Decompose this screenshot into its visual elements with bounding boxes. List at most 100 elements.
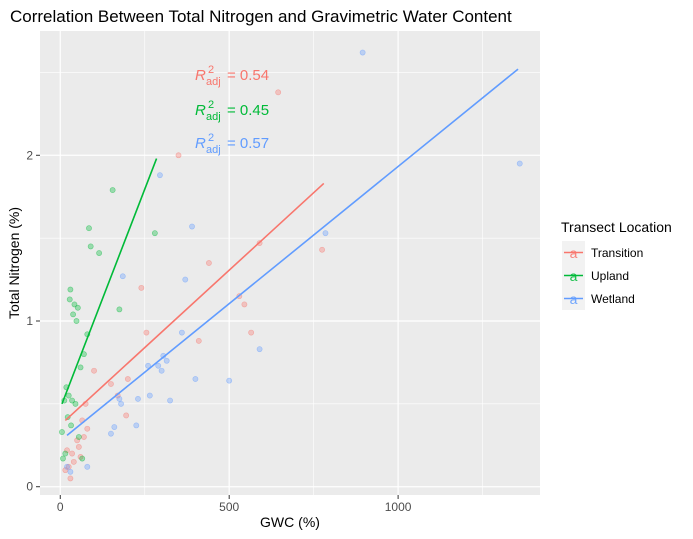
- data-point-transition: [248, 329, 255, 336]
- data-point-transition: [84, 425, 91, 432]
- chart-title: Correlation Between Total Nitrogen and G…: [10, 7, 512, 26]
- data-point-upland: [151, 230, 158, 237]
- data-point-upland: [60, 455, 66, 462]
- data-point-wetland: [133, 422, 140, 429]
- r2-superscript: 2: [208, 99, 214, 111]
- x-tick-label: 0: [57, 500, 64, 514]
- data-point-wetland: [158, 367, 165, 374]
- data-point-wetland: [516, 160, 523, 167]
- data-point-wetland: [145, 362, 152, 369]
- y-tick-label: 0: [26, 480, 33, 494]
- legend-item-wetland: a Wetland: [562, 287, 635, 310]
- data-point-transition: [91, 367, 97, 374]
- y-axis: 0 1 2: [26, 148, 40, 494]
- x-tick-label: 1000: [385, 500, 412, 514]
- legend-key-glyph: a: [570, 245, 578, 261]
- data-point-transition: [77, 453, 84, 460]
- data-point-wetland: [111, 424, 118, 430]
- x-axis: 0 500 1000: [57, 495, 412, 514]
- data-point-wetland: [84, 463, 91, 470]
- data-point-wetland: [178, 329, 185, 336]
- fit-line-wetland: [66, 68, 519, 436]
- data-point-upland: [67, 286, 74, 293]
- data-point-upland: [96, 250, 103, 256]
- data-point-wetland: [192, 376, 199, 382]
- data-point-upland: [68, 422, 74, 429]
- r2-superscript: 2: [208, 64, 214, 76]
- data-point-wetland: [135, 395, 141, 402]
- data-point-transition: [64, 447, 70, 454]
- legend-key-glyph: a: [570, 291, 578, 307]
- r2-symbol: R: [195, 135, 206, 152]
- x-axis-title: GWC (%): [260, 514, 320, 530]
- data-point-wetland: [226, 377, 233, 384]
- data-point-wetland: [64, 463, 70, 470]
- data-point-wetland: [167, 397, 173, 404]
- legend-item-transition: a Transition: [562, 241, 643, 264]
- r2-subscript: adj: [206, 144, 221, 156]
- data-point-wetland: [155, 362, 162, 369]
- data-point-upland: [77, 364, 84, 371]
- data-point-transition: [108, 381, 114, 387]
- r2-value: = 0.54: [227, 67, 269, 84]
- data-point-transition: [143, 329, 150, 336]
- data-point-upland: [70, 311, 77, 318]
- data-point-upland: [73, 318, 80, 324]
- data-point-transition: [206, 260, 212, 266]
- data-point-upland: [86, 225, 92, 232]
- x-tick-label: 500: [219, 500, 239, 514]
- data-point-upland: [65, 392, 72, 399]
- fit-line-transition: [64, 182, 325, 422]
- data-point-transition: [67, 475, 74, 482]
- grid: [40, 31, 540, 495]
- legend-item-upland: a Upland: [562, 264, 629, 287]
- r2-value: = 0.57: [227, 135, 269, 152]
- data-point-wetland: [163, 357, 170, 364]
- data-point-transition: [69, 450, 75, 457]
- legend-label: Transition: [591, 246, 643, 260]
- data-point-wetland: [67, 468, 74, 475]
- r2-symbol: R: [195, 102, 206, 119]
- data-point-transition: [175, 152, 182, 159]
- fit-line-upland: [61, 158, 158, 405]
- data-point-transition: [124, 376, 131, 382]
- r2-value: = 0.45: [227, 102, 269, 119]
- data-point-transition: [65, 463, 72, 470]
- data-point-wetland: [119, 273, 126, 280]
- data-point-upland: [59, 429, 65, 435]
- data-point-transition: [75, 444, 82, 450]
- data-point-upland: [62, 450, 69, 457]
- data-point-upland: [87, 243, 94, 250]
- data-point-upland: [79, 455, 86, 462]
- y-axis-title: Total Nitrogen (%): [6, 207, 22, 319]
- legend-label: Wetland: [591, 292, 635, 306]
- data-point-upland: [66, 296, 73, 303]
- data-point-upland: [75, 434, 82, 440]
- data-point-wetland: [322, 230, 329, 237]
- data-point-wetland: [359, 49, 366, 56]
- data-point-wetland: [118, 400, 124, 407]
- legend-key-glyph: a: [570, 268, 578, 284]
- data-point-upland: [116, 306, 123, 313]
- data-point-transition: [81, 434, 87, 440]
- data-point-transition: [195, 337, 202, 344]
- data-point-wetland: [108, 430, 114, 437]
- data-point-transition: [70, 458, 77, 465]
- data-point-wetland: [116, 395, 123, 402]
- data-point-wetland: [182, 276, 189, 283]
- r2-subscript: adj: [206, 111, 221, 123]
- y-tick-label: 2: [26, 148, 33, 162]
- data-point-wetland: [146, 392, 153, 399]
- data-point-upland: [74, 304, 81, 311]
- data-point-transition: [241, 301, 248, 308]
- data-point-upland: [72, 400, 79, 407]
- data-point-transition: [123, 412, 130, 419]
- data-point-wetland: [157, 172, 163, 179]
- r2-superscript: 2: [208, 132, 214, 144]
